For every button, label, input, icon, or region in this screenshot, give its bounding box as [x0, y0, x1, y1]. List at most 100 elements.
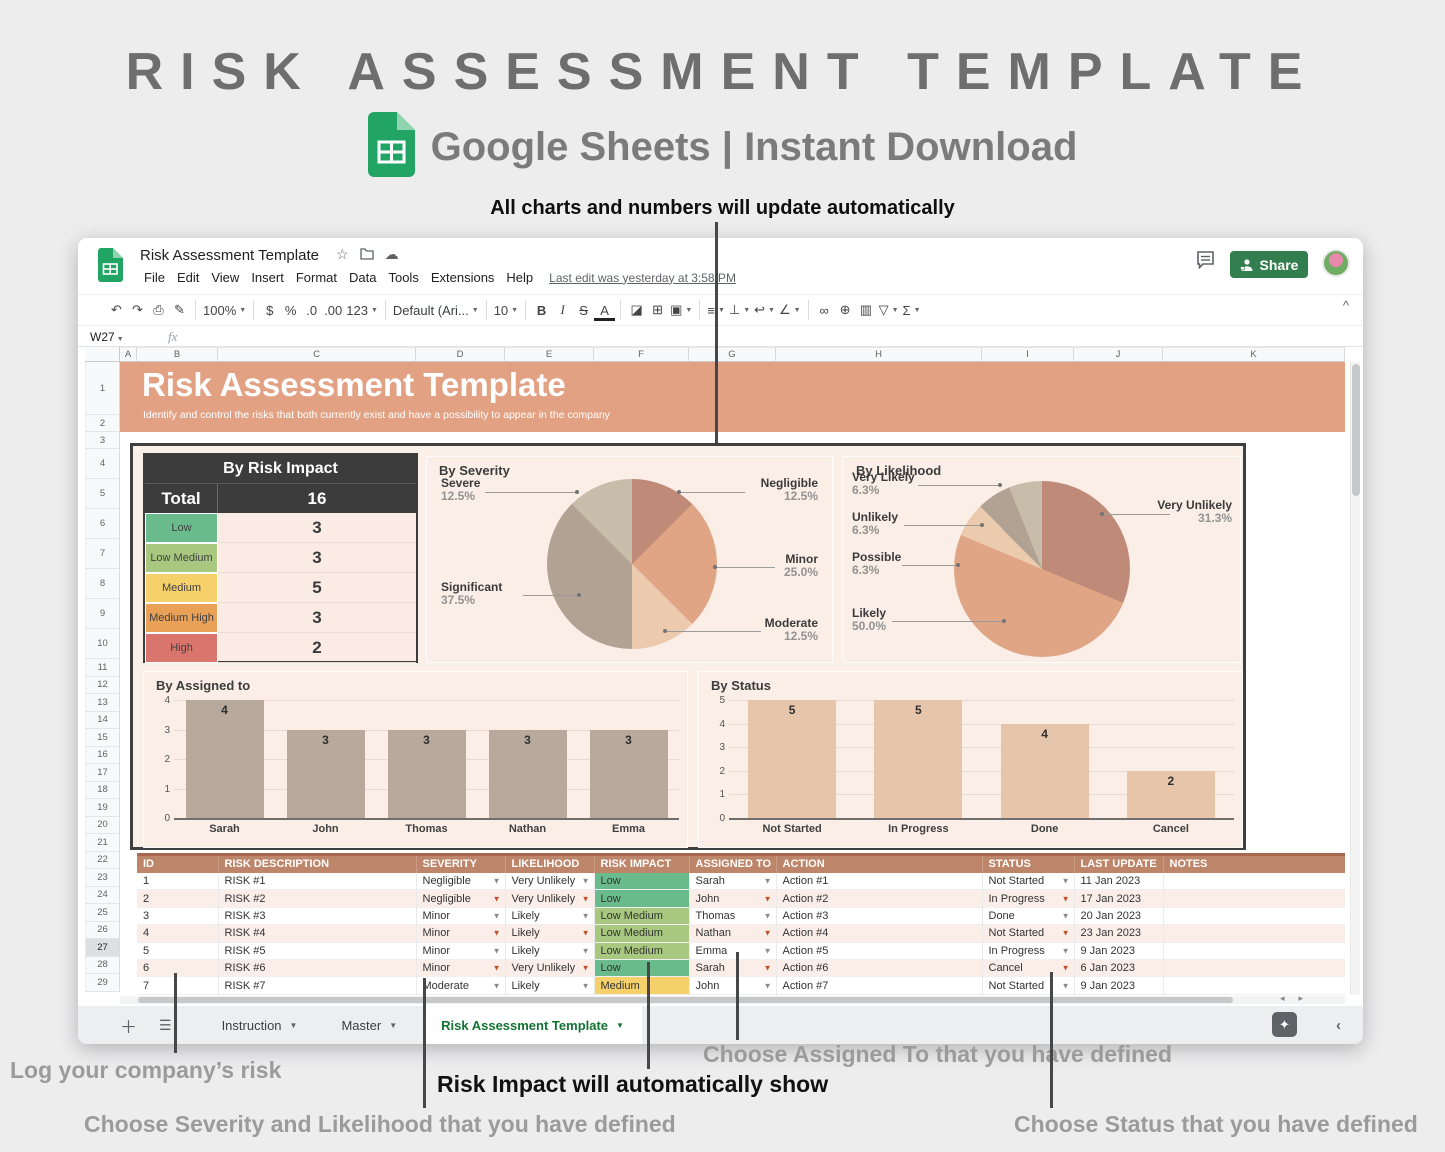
cell-last-update[interactable]: 11 Jan 2023: [1074, 872, 1164, 891]
chart-by-severity[interactable]: By Severity Severe 12.5% Significant 37.5% N…: [426, 456, 833, 663]
menu-format[interactable]: Format: [295, 270, 337, 285]
dropdown-arrow-icon[interactable]: ▼: [581, 876, 590, 886]
star-icon[interactable]: ☆: [336, 246, 349, 262]
menu-insert[interactable]: Insert: [251, 270, 284, 285]
cell-status-dropdown[interactable]: Not Started ▼: [982, 924, 1075, 943]
row-header-4[interactable]: 4: [85, 449, 120, 479]
toolbar-increase-decimal-icon[interactable]: .00: [324, 302, 343, 318]
bar[interactable]: 3: [589, 729, 668, 818]
cell-severity-dropdown[interactable]: Minor ▼: [416, 924, 506, 943]
cell-status-dropdown[interactable]: Cancel ▼: [982, 959, 1075, 978]
dropdown-arrow-icon[interactable]: ▼: [1061, 981, 1070, 991]
toolbar-strikethrough-icon[interactable]: S: [579, 302, 588, 318]
toolbar-filter-icon[interactable]: ▽ ▼: [878, 302, 899, 317]
cell-notes[interactable]: [1163, 976, 1345, 995]
cell-action[interactable]: Action #6: [776, 959, 983, 978]
cell-id[interactable]: 2: [137, 889, 219, 908]
horizontal-scrollbar[interactable]: ◂▸: [120, 993, 1345, 1004]
horizontal-scrollbar-thumb[interactable]: [138, 997, 1233, 1003]
toolbar-insert-comment-icon[interactable]: ⊕: [839, 302, 851, 317]
cell-assigned-dropdown[interactable]: Emma ▼: [689, 942, 777, 960]
row-header-16[interactable]: 16: [85, 746, 120, 764]
cell-action[interactable]: Action #2: [776, 889, 983, 908]
cell-last-update[interactable]: 17 Jan 2023: [1074, 889, 1164, 908]
cell-assigned-dropdown[interactable]: Sarah ▼: [689, 872, 777, 891]
column-header-F[interactable]: F: [594, 347, 689, 362]
cell-description[interactable]: RISK #4: [218, 924, 417, 943]
cell-notes[interactable]: [1163, 924, 1345, 943]
cell-status-dropdown[interactable]: In Progress ▼: [982, 889, 1075, 908]
bar[interactable]: 5: [748, 700, 837, 818]
toolbar-vertical-align-icon[interactable]: ⊥ ▼: [728, 302, 751, 317]
cell-action[interactable]: Action #3: [776, 907, 983, 926]
toolbar-font-select-icon[interactable]: Default (Ari... ▼: [392, 302, 479, 318]
cell-status-dropdown[interactable]: Done ▼: [982, 907, 1075, 926]
cell-last-update[interactable]: 9 Jan 2023: [1074, 942, 1164, 960]
dropdown-arrow-icon[interactable]: ▼: [581, 894, 590, 904]
cell-description[interactable]: RISK #7: [218, 976, 417, 995]
row-header-26[interactable]: 26: [85, 921, 120, 939]
row-header-15[interactable]: 15: [85, 729, 120, 747]
menu-extensions[interactable]: Extensions: [430, 270, 495, 285]
dropdown-arrow-icon[interactable]: ▼: [763, 981, 772, 991]
toolbar-fill-color-icon[interactable]: ◪: [630, 302, 643, 317]
row-header-14[interactable]: 14: [85, 711, 120, 729]
menu-view[interactable]: View: [211, 270, 240, 285]
toolbar-italic-icon[interactable]: I: [560, 302, 565, 317]
row-header-27[interactable]: 27: [85, 939, 120, 957]
cell-assigned-dropdown[interactable]: Thomas ▼: [689, 907, 777, 926]
menu-tools[interactable]: Tools: [388, 270, 419, 285]
dropdown-arrow-icon[interactable]: ▼: [492, 946, 501, 956]
cell-notes[interactable]: [1163, 907, 1345, 926]
vertical-scrollbar[interactable]: [1350, 362, 1360, 995]
toolbar-text-color-icon[interactable]: A: [594, 303, 616, 321]
cell-severity-dropdown[interactable]: Minor ▼: [416, 942, 506, 960]
dropdown-arrow-icon[interactable]: ▼: [1061, 963, 1070, 973]
column-header-E[interactable]: E: [505, 347, 594, 362]
row-header-25[interactable]: 25: [85, 904, 120, 922]
row-header-6[interactable]: 6: [85, 509, 120, 539]
dropdown-arrow-icon[interactable]: ▼: [1061, 911, 1070, 921]
toolbar-zoom-icon[interactable]: 100% ▼: [203, 302, 247, 318]
cell-assigned-dropdown[interactable]: Nathan ▼: [689, 924, 777, 943]
dropdown-arrow-icon[interactable]: ▼: [1061, 876, 1070, 886]
row-header-21[interactable]: 21: [85, 834, 120, 852]
last-edit-link[interactable]: Last edit was yesterday at 3:58 PM: [549, 270, 736, 285]
sheets-app-icon[interactable]: [98, 248, 123, 287]
dropdown-arrow-icon[interactable]: ▼: [1061, 946, 1070, 956]
show-side-panel-icon[interactable]: ‹: [1336, 1017, 1341, 1034]
cell-likelihood-dropdown[interactable]: Very Unlikely ▼: [505, 959, 595, 978]
menu-file[interactable]: File: [144, 270, 165, 285]
row-header-12[interactable]: 12: [85, 676, 120, 694]
comment-history-icon[interactable]: [1196, 251, 1215, 274]
cell-likelihood-dropdown[interactable]: Likely ▼: [505, 942, 595, 960]
dropdown-arrow-icon[interactable]: ▼: [492, 894, 501, 904]
toolbar-bold-icon[interactable]: B: [536, 302, 547, 318]
name-box[interactable]: W27 ▼: [90, 329, 124, 344]
row-header-5[interactable]: 5: [85, 479, 120, 509]
dropdown-arrow-icon[interactable]: ▼: [763, 946, 772, 956]
cell-id[interactable]: 1: [137, 872, 219, 891]
toolbar-print-icon[interactable]: ⎙: [153, 302, 164, 317]
cell-notes[interactable]: [1163, 889, 1345, 908]
toolbar-redo-icon[interactable]: ↷: [132, 302, 143, 317]
cell-action[interactable]: Action #5: [776, 942, 983, 960]
column-header-I[interactable]: I: [982, 347, 1074, 362]
toolbar-decrease-decimal-icon[interactable]: .0: [306, 302, 318, 318]
cloud-status-icon[interactable]: ☁: [384, 246, 399, 262]
sheet-tab-risk-assessment-template[interactable]: Risk Assessment Template ▼: [423, 1006, 642, 1044]
menu-edit[interactable]: Edit: [176, 270, 200, 285]
cell-severity-dropdown[interactable]: Negligible ▼: [416, 889, 506, 908]
cell-id[interactable]: 6: [137, 959, 219, 978]
tab-caret-icon[interactable]: ▼: [616, 1020, 624, 1030]
column-header-G[interactable]: G: [689, 347, 776, 362]
cell-id[interactable]: 5: [137, 942, 219, 960]
toolbar-percent-format-icon[interactable]: %: [284, 302, 297, 318]
row-header-23[interactable]: 23: [85, 869, 120, 887]
column-header-K[interactable]: K: [1163, 347, 1345, 362]
cell-likelihood-dropdown[interactable]: Very Unlikely ▼: [505, 889, 595, 908]
toolbar-number-format-icon[interactable]: 123 ▼: [346, 302, 378, 318]
row-header-2[interactable]: 2: [85, 415, 120, 432]
dropdown-arrow-icon[interactable]: ▼: [763, 928, 772, 938]
toolbar-paint-format-icon[interactable]: ✎: [174, 302, 185, 317]
